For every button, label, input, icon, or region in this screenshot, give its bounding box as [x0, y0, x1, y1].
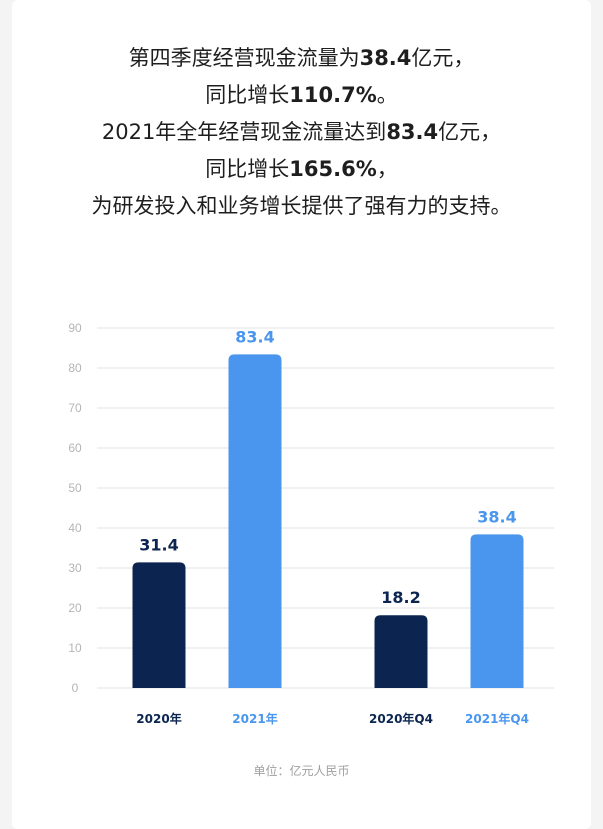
- bar-chart: 0 10 20 30 40 50 60 70 80 90 31.4 2020年 83.4 2021年 18.…: [68, 321, 554, 726]
- headline-text: 第四季度经营现金流量为: [128, 46, 360, 70]
- y-tick-label: 80: [68, 361, 82, 375]
- x-category-label: 2020年Q4: [369, 711, 433, 726]
- y-tick-label: 10: [68, 641, 82, 655]
- headline-line-5: 为研发投入和业务增长提供了强有力的支持。: [91, 194, 512, 218]
- headline: 第四季度经营现金流量为38.4亿元， 同比增长110.7%。 2021年全年经营…: [12, 40, 591, 225]
- x-category-label: 2021年Q4: [465, 711, 529, 726]
- bar-value-label: 18.2: [381, 588, 420, 607]
- headline-text: 亿元，: [438, 120, 502, 144]
- y-tick-label: 60: [68, 441, 82, 455]
- y-tick-label: 70: [68, 401, 82, 415]
- x-category-label: 2020年: [136, 711, 181, 726]
- y-tick-label: 20: [68, 601, 82, 615]
- headline-text: ，: [376, 157, 398, 181]
- chart-card: 第四季度经营现金流量为38.4亿元， 同比增长110.7%。 2021年全年经营…: [12, 0, 591, 829]
- bar-value-label: 38.4: [477, 507, 516, 526]
- x-category-label: 2021年: [232, 711, 277, 726]
- headline-line-3: 2021年全年经营现金流量达到83.4亿元，: [12, 114, 591, 151]
- y-tick-label: 0: [72, 681, 79, 695]
- bar: [470, 534, 524, 688]
- headline-text: 亿元，: [411, 46, 475, 70]
- bar: [374, 615, 428, 688]
- y-tick-label: 40: [68, 521, 82, 535]
- headline-number: 110.7%: [289, 83, 377, 107]
- headline-line-2: 同比增长110.7%。: [12, 77, 591, 114]
- bar: [132, 562, 186, 688]
- headline-text: 。: [376, 83, 398, 107]
- bar-value-label: 83.4: [235, 327, 274, 346]
- headline-text: 2021年全年经营现金流量达到: [101, 120, 387, 144]
- y-tick-label: 30: [68, 561, 82, 575]
- bar-value-label: 31.4: [139, 535, 178, 554]
- headline-number: 83.4: [386, 120, 439, 144]
- headline-number: 38.4: [359, 46, 412, 70]
- headline-text: 同比增长: [205, 83, 290, 107]
- unit-label: 单位：亿元人民币: [253, 764, 350, 778]
- headline-text: 同比增长: [205, 157, 290, 181]
- y-tick-label: 90: [68, 321, 82, 335]
- headline-line-1: 第四季度经营现金流量为38.4亿元，: [12, 40, 591, 77]
- bar: [228, 354, 282, 688]
- headline-line-4: 同比增长165.6%，: [12, 151, 591, 188]
- headline-number: 165.6%: [289, 157, 377, 181]
- y-tick-label: 50: [68, 481, 82, 495]
